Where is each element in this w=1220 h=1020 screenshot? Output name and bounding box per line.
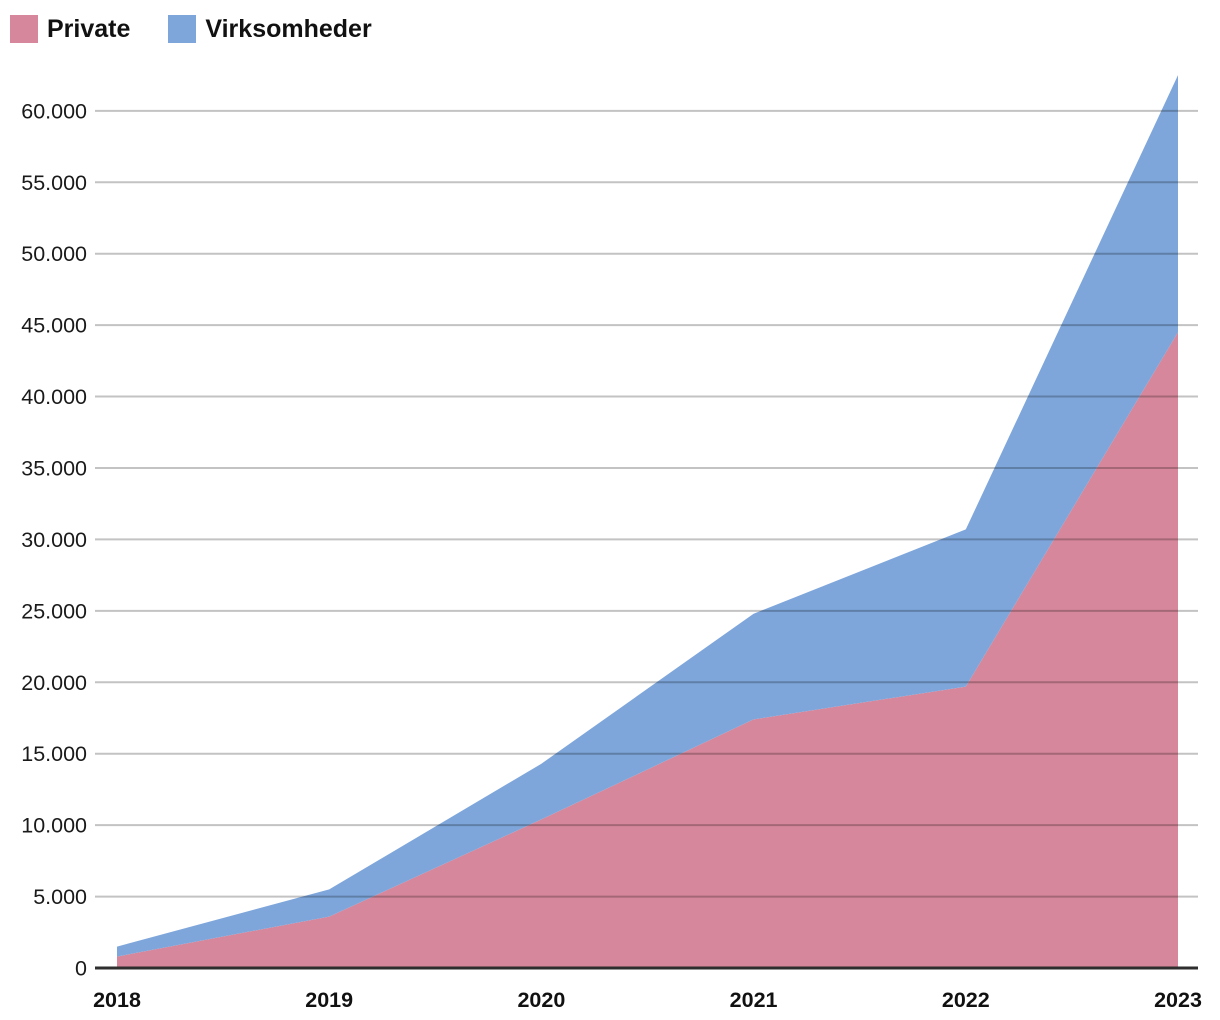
- x-axis-tick-label-2022: 2022: [942, 988, 990, 1012]
- legend-item-private[interactable]: Private: [10, 15, 130, 43]
- legend-swatch-private-icon: [10, 15, 38, 43]
- y-axis-tick-label: 15.000: [21, 742, 87, 766]
- y-axis-tick-label: 10.000: [21, 814, 87, 838]
- y-axis-tick-label: 0: [75, 957, 87, 981]
- x-axis-tick-label-2019: 2019: [305, 988, 353, 1012]
- legend-label-private: Private: [47, 15, 131, 43]
- legend-label-virksomheder: Virksomheder: [205, 15, 372, 43]
- legend-swatch-virksomheder-icon: [168, 15, 197, 43]
- y-axis-tick-label: 45.000: [21, 314, 87, 338]
- y-axis-tick-label: 5.000: [33, 885, 87, 909]
- y-axis-tick-label: 60.000: [21, 99, 87, 123]
- y-axis-tick-label: 35.000: [21, 456, 87, 480]
- legend-item-virksomheder[interactable]: Virksomheder: [168, 15, 372, 43]
- y-axis-tick-label: 30.000: [21, 528, 87, 552]
- area-series-private: [117, 332, 1178, 968]
- x-axis-tick-label-2018: 2018: [93, 988, 141, 1012]
- x-axis-tick-label-2020: 2020: [517, 988, 565, 1012]
- y-axis-tick-label: 50.000: [21, 242, 87, 266]
- y-axis-tick-label: 40.000: [21, 385, 87, 409]
- legend: Private Virksomheder: [10, 15, 372, 43]
- y-axis-tick-label: 25.000: [21, 599, 87, 623]
- x-axis-tick-label-2023: 2023: [1154, 988, 1202, 1012]
- y-axis-tick-label: 55.000: [21, 171, 87, 195]
- x-axis-tick-label-2021: 2021: [730, 988, 778, 1012]
- y-axis-tick-label: 20.000: [21, 671, 87, 695]
